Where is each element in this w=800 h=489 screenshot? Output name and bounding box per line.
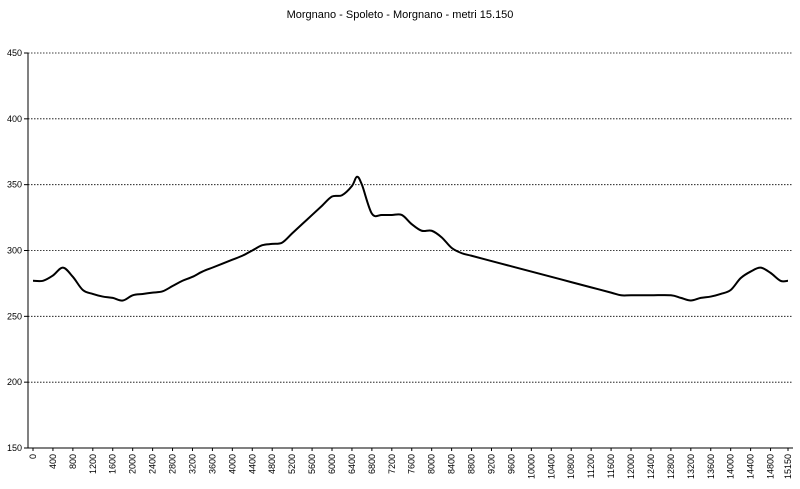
y-tick-label: 450 (7, 48, 22, 58)
axes (27, 53, 793, 449)
x-tick-label: 13200 (686, 454, 696, 479)
x-tick-label: 4000 (227, 454, 237, 474)
x-tick-label: 400 (48, 454, 58, 469)
x-tick-label: 8800 (467, 454, 477, 474)
x-tick-label: 12000 (626, 454, 636, 479)
x-tick-label: 2400 (148, 454, 158, 474)
x-tick-label: 10000 (526, 454, 536, 479)
x-tick-label: 2800 (168, 454, 178, 474)
x-tick-label: 4800 (267, 454, 277, 474)
y-tick-label: 250 (7, 311, 22, 321)
x-tick-label: 14000 (726, 454, 736, 479)
y-axis-ticks: 150 200 250 300 350 400 450 (7, 48, 28, 453)
y-tick-label: 400 (7, 114, 22, 124)
x-tick-label: 2000 (128, 454, 138, 474)
x-tick-label: 12400 (646, 454, 656, 479)
x-tick-label: 11600 (606, 454, 616, 478)
x-tick-label: 800 (68, 454, 78, 469)
x-tick-label: 5600 (307, 454, 317, 474)
x-tick-label: 6000 (327, 454, 337, 474)
x-tick-label: 10400 (546, 454, 556, 479)
x-tick-label: 9600 (506, 454, 516, 474)
x-tick-label: 10800 (566, 454, 576, 479)
x-tick-label: 0 (28, 454, 38, 459)
y-tick-label: 150 (7, 443, 22, 453)
x-tick-label: 1200 (88, 454, 98, 474)
x-tick-label: 3600 (207, 454, 217, 474)
x-tick-label: 9200 (486, 454, 496, 474)
elevation-line (32, 175, 789, 302)
series-group (32, 175, 789, 302)
x-tick-label: 8400 (447, 454, 457, 474)
x-tick-label: 11200 (586, 454, 596, 478)
x-tick-label: 4400 (247, 454, 257, 474)
x-axis-ticks: 0 400 800 1200 1600 2000 2400 2800 3200 3600 4000 4… (28, 448, 793, 479)
x-tick-label: 6400 (347, 454, 357, 474)
x-tick-label: 15150 (783, 454, 793, 479)
gridlines (28, 52, 793, 448)
y-tick-label: 200 (7, 377, 22, 387)
x-tick-label: 7600 (407, 454, 417, 474)
x-tick-label: 7200 (387, 454, 397, 474)
x-tick-label: 3200 (187, 454, 197, 474)
x-tick-label: 14400 (746, 454, 756, 479)
x-tick-label: 12800 (666, 454, 676, 479)
chart-title: Morgnano - Spoleto - Morgnano - metri 15… (286, 9, 514, 21)
x-tick-label: 13600 (706, 454, 716, 479)
x-tick-label: 6800 (367, 454, 377, 474)
y-tick-label: 350 (7, 180, 22, 190)
x-tick-label: 1600 (108, 454, 118, 474)
x-tick-label: 14800 (766, 454, 776, 479)
x-tick-label: 8000 (427, 454, 437, 474)
y-tick-label: 300 (7, 246, 22, 256)
x-tick-label: 5200 (287, 454, 297, 474)
